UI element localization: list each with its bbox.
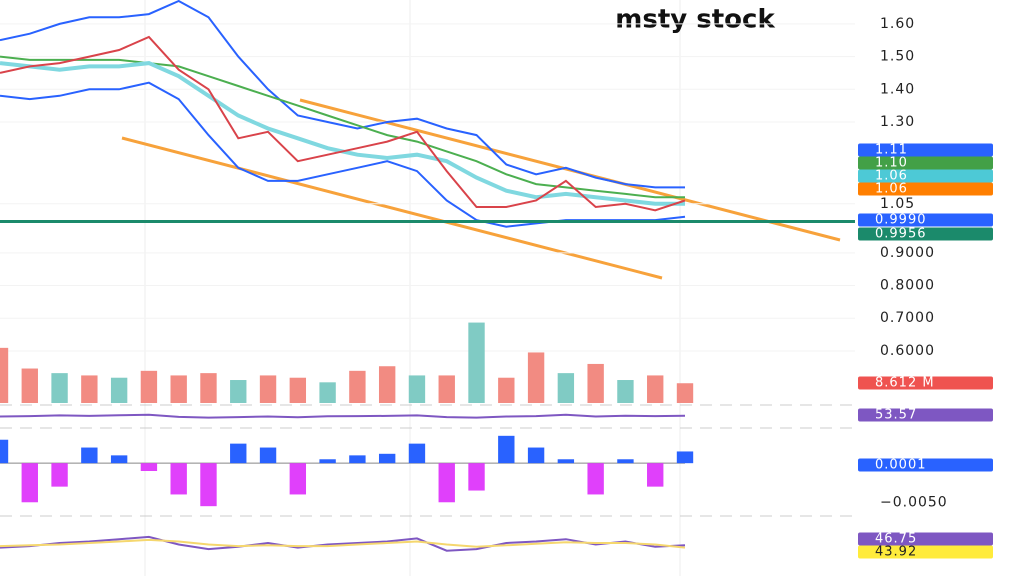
- bar: [259, 375, 277, 403]
- series-line: [0, 413, 686, 419]
- bar: [289, 377, 307, 403]
- series-line: [0, 535, 686, 552]
- bar: [438, 375, 455, 403]
- channel-line: [121, 136, 663, 280]
- price-badge: [858, 227, 993, 241]
- bar: [378, 453, 396, 464]
- price-badge: [858, 143, 993, 157]
- price-badge-label: 43.92: [875, 545, 917, 560]
- bar: [647, 375, 664, 403]
- price-badge-label: 8.612 M: [875, 376, 935, 391]
- bar: [230, 380, 247, 403]
- price-badge: [858, 532, 993, 546]
- price-badge: [858, 545, 993, 559]
- bar: [0, 439, 9, 464]
- bar: [498, 377, 515, 403]
- bar: [51, 463, 68, 487]
- bar: [170, 463, 187, 495]
- bar: [408, 443, 426, 464]
- bar: [170, 375, 187, 403]
- price-badge: [858, 376, 993, 390]
- y-tick-label: 1.40: [880, 81, 915, 97]
- y-tick-label: 0.6000: [880, 343, 935, 359]
- bar: [200, 463, 217, 507]
- price-badge-label: 0.9990: [875, 213, 927, 228]
- price-badge-label: 1.11: [875, 143, 908, 158]
- bar: [21, 368, 38, 403]
- y-tick-label: 0.7000: [880, 310, 935, 326]
- chart-title: msty stock: [615, 5, 775, 35]
- series-line: [0, 538, 686, 549]
- bar: [51, 373, 68, 403]
- price-badge: [858, 156, 993, 170]
- bar: [587, 463, 604, 495]
- price-badge: [858, 213, 993, 227]
- bar: [498, 435, 515, 464]
- price-badge-label: 0.9956: [875, 227, 927, 242]
- series-line: [0, 55, 685, 199]
- bar: [676, 383, 694, 403]
- y-tick-label: 0.8000: [880, 278, 935, 294]
- bar: [557, 459, 575, 464]
- bar: [81, 447, 98, 464]
- y-tick-label: 1.30: [880, 114, 915, 130]
- price-badge-label: 1.10: [875, 156, 908, 171]
- bar: [617, 380, 634, 403]
- bar: [557, 373, 575, 403]
- y-tick-label: −0.0050: [880, 494, 948, 510]
- bar: [319, 459, 336, 464]
- bar: [617, 459, 634, 464]
- price-badge-label: 1.06: [875, 169, 908, 184]
- series-line: [0, 61, 685, 206]
- bar: [110, 455, 128, 464]
- series-line: [0, 35, 686, 212]
- bar: [349, 370, 366, 403]
- price-badge-label: 53.57: [875, 408, 917, 423]
- bar: [319, 382, 336, 403]
- y-tick-label: 1.05: [880, 196, 915, 212]
- price-badge: [858, 458, 993, 472]
- bar: [647, 463, 664, 487]
- y-tick-label: 0.9000: [880, 245, 935, 261]
- bar: [21, 463, 38, 503]
- bar: [676, 451, 694, 464]
- decor: [0, 0, 855, 576]
- price-badge: [858, 408, 993, 422]
- bar: [527, 447, 545, 464]
- series-line: [0, 81, 686, 228]
- bar: [140, 463, 158, 471]
- price-badge-label: 46.75: [875, 532, 917, 547]
- bar: [110, 377, 128, 403]
- price-badge-label: 1.06: [875, 182, 908, 197]
- bar: [289, 463, 307, 495]
- bar: [349, 455, 366, 464]
- series-line: [0, 0, 685, 189]
- bar: [468, 463, 485, 491]
- price-badge-label: 0.0001: [875, 458, 927, 473]
- bar: [230, 443, 247, 464]
- bar: [81, 375, 98, 403]
- bar: [140, 370, 158, 403]
- bar: [527, 352, 545, 403]
- price-badge: [858, 169, 993, 183]
- bar: [438, 463, 455, 503]
- y-tick-label: 1.60: [880, 16, 915, 32]
- bar: [378, 366, 396, 403]
- bar: [200, 373, 217, 403]
- price-badge: [858, 182, 993, 196]
- bar: [0, 347, 9, 403]
- bar: [408, 375, 426, 403]
- bar: [587, 363, 604, 403]
- y-tick-label: 1.50: [880, 49, 915, 65]
- bar: [468, 322, 485, 403]
- bar: [259, 447, 277, 464]
